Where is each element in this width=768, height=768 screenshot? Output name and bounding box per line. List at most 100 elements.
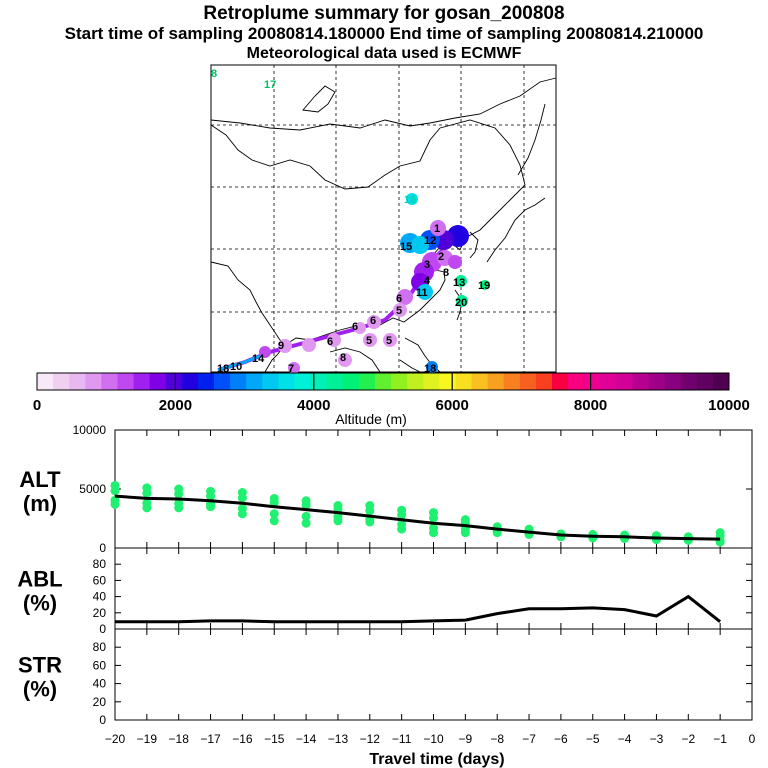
cluster-circle xyxy=(417,284,433,300)
altitude-point xyxy=(301,500,311,510)
colorbar-swatch xyxy=(69,373,86,390)
colorbar-swatch xyxy=(551,373,569,390)
altitude-point xyxy=(397,519,407,529)
panel-ylabel-unit: (%) xyxy=(23,677,57,702)
colorbar-swatch xyxy=(519,373,537,390)
altitude-point xyxy=(269,498,279,508)
cluster-label: 3 xyxy=(424,259,430,271)
colorbar-swatch xyxy=(712,373,730,390)
y-tick-label: 60 xyxy=(93,658,107,672)
cluster-label: 1 xyxy=(434,223,440,235)
cluster-circle xyxy=(426,361,438,373)
colorbar-frame xyxy=(36,372,730,391)
cluster-label: 5 xyxy=(396,305,402,317)
colorbar-swatch xyxy=(407,373,424,390)
colorbar-swatch xyxy=(310,373,328,390)
cluster-circle xyxy=(393,303,407,317)
y-tick-label: 0 xyxy=(99,622,106,636)
cluster-circle xyxy=(363,333,377,347)
cluster-circle xyxy=(288,362,300,374)
y-tick-label: 80 xyxy=(93,640,107,654)
x-tick-label: −12 xyxy=(360,732,381,746)
y-tick-label: 40 xyxy=(93,677,107,691)
colorbar-swatch xyxy=(696,373,714,390)
cluster-label: 2 xyxy=(438,251,444,263)
colorbar-swatch xyxy=(664,373,682,390)
time-series-panels: 0500010000ALT(m)020406080ABL(%)020406080… xyxy=(17,423,755,768)
y-tick-label: 20 xyxy=(93,606,107,620)
cluster-circle xyxy=(448,255,462,269)
y-tick-label: 5000 xyxy=(79,482,106,496)
x-tick-label: −13 xyxy=(328,732,349,746)
cluster-label: 17 xyxy=(264,79,276,91)
cluster-circle xyxy=(456,295,468,307)
abl-line xyxy=(115,594,722,624)
cluster-label: 19 xyxy=(478,280,490,292)
colorbar-tick-label: 10000 xyxy=(708,397,750,414)
colorbar-swatch xyxy=(294,373,311,390)
cluster-label: 20 xyxy=(455,297,467,309)
plume-clusters xyxy=(259,193,490,374)
altitude-point xyxy=(110,486,120,496)
colorbar-swatch xyxy=(648,373,666,390)
colorbar-tick-label: 4000 xyxy=(297,397,330,414)
cluster-label: 11 xyxy=(416,287,428,299)
y-tick-label: 60 xyxy=(93,573,107,587)
x-tick-label: −5 xyxy=(586,732,600,746)
colorbar-swatch xyxy=(133,373,151,390)
cluster-label: 18 xyxy=(424,363,436,375)
altitude-point xyxy=(269,509,279,519)
panel-frame xyxy=(114,628,753,721)
colorbar-swatch xyxy=(391,373,408,390)
colorbar-swatch xyxy=(53,373,70,390)
cluster-circle xyxy=(455,275,467,287)
cluster-label: 7 xyxy=(288,363,294,375)
x-tick-label: −19 xyxy=(137,732,158,746)
panel-ylabel: ABL xyxy=(17,567,62,592)
colorbar-swatch xyxy=(85,373,102,390)
colorbar-label: Altitude (m) xyxy=(335,411,407,427)
altitude-point xyxy=(110,495,120,505)
cluster-label: 6 xyxy=(327,336,333,348)
panel-str: 0 20 40 60 80 STR(%) xyxy=(18,628,753,727)
map-coastlines xyxy=(210,77,557,373)
colorbar-tick-label: 2000 xyxy=(159,397,192,414)
x-tick-label: −8 xyxy=(490,732,504,746)
altitude-point xyxy=(174,498,184,508)
cluster-circle xyxy=(327,333,341,347)
x-tick-label: −9 xyxy=(459,732,473,746)
colorbar-swatch xyxy=(455,373,472,390)
cluster-circle xyxy=(367,315,381,329)
x-tick-label: −20 xyxy=(105,732,126,746)
colorbar-swatch xyxy=(439,373,456,390)
x-tick-label: −2 xyxy=(681,732,695,746)
colorbar-tick-label: 8000 xyxy=(574,397,607,414)
cluster-circle xyxy=(406,193,418,205)
cluster-label: 16 xyxy=(404,194,416,206)
cluster-circle xyxy=(397,289,413,305)
cluster-label: 5 xyxy=(386,335,392,347)
colorbar-tick-label: 0 xyxy=(33,397,41,414)
cluster-circle xyxy=(430,220,446,236)
cluster-label: 18 xyxy=(217,363,229,375)
y-tick-label: 10000 xyxy=(73,423,107,437)
cluster-label: 6 xyxy=(370,315,376,327)
y-tick-label: 20 xyxy=(93,695,107,709)
altitude-point xyxy=(365,506,375,516)
x-tick-label: −7 xyxy=(522,732,536,746)
cluster-circle xyxy=(411,236,429,254)
panel-abl: 0 20 40 60 80 ABL(%) xyxy=(17,547,753,636)
altitude-median-line xyxy=(114,494,721,541)
cluster-label: 4 xyxy=(424,275,431,287)
colorbar-swatch xyxy=(101,373,118,390)
panel-ylabel: ALT xyxy=(19,467,61,492)
colorbar-swatch xyxy=(246,373,263,390)
altitude-point xyxy=(301,518,311,528)
colorbar-swatch xyxy=(214,373,231,390)
colorbar-swatch xyxy=(117,373,134,390)
map-frame xyxy=(210,64,557,373)
colorbar-swatch xyxy=(342,373,360,390)
colorbar-swatch xyxy=(600,373,617,390)
altitude-point xyxy=(237,503,247,513)
